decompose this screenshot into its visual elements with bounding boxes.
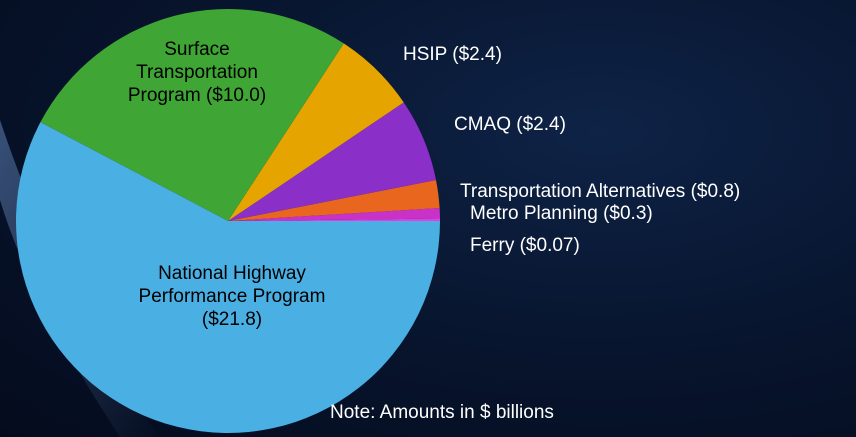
slice-label: HSIP ($2.4)	[403, 44, 502, 65]
pie-slice	[228, 179, 440, 221]
pie-slice	[228, 207, 440, 221]
pie-slice	[228, 218, 440, 221]
slice-label: Transportation Alternatives ($0.8)	[460, 181, 741, 202]
pie-slice	[228, 43, 404, 221]
slice-label: Surface Transportation Program ($10.0)	[127, 39, 267, 106]
pie-slice	[40, 8, 344, 221]
slice-label: National Highway Performance Program ($2…	[138, 263, 326, 330]
pie-slice	[15, 122, 440, 434]
slice-label: Ferry ($0.07)	[470, 235, 580, 256]
pie-slice	[228, 102, 436, 221]
note: Note: Amounts in $ billions	[330, 402, 554, 423]
slice-label: Metro Planning ($0.3)	[470, 203, 653, 224]
slice-label: CMAQ ($2.4)	[454, 114, 566, 135]
